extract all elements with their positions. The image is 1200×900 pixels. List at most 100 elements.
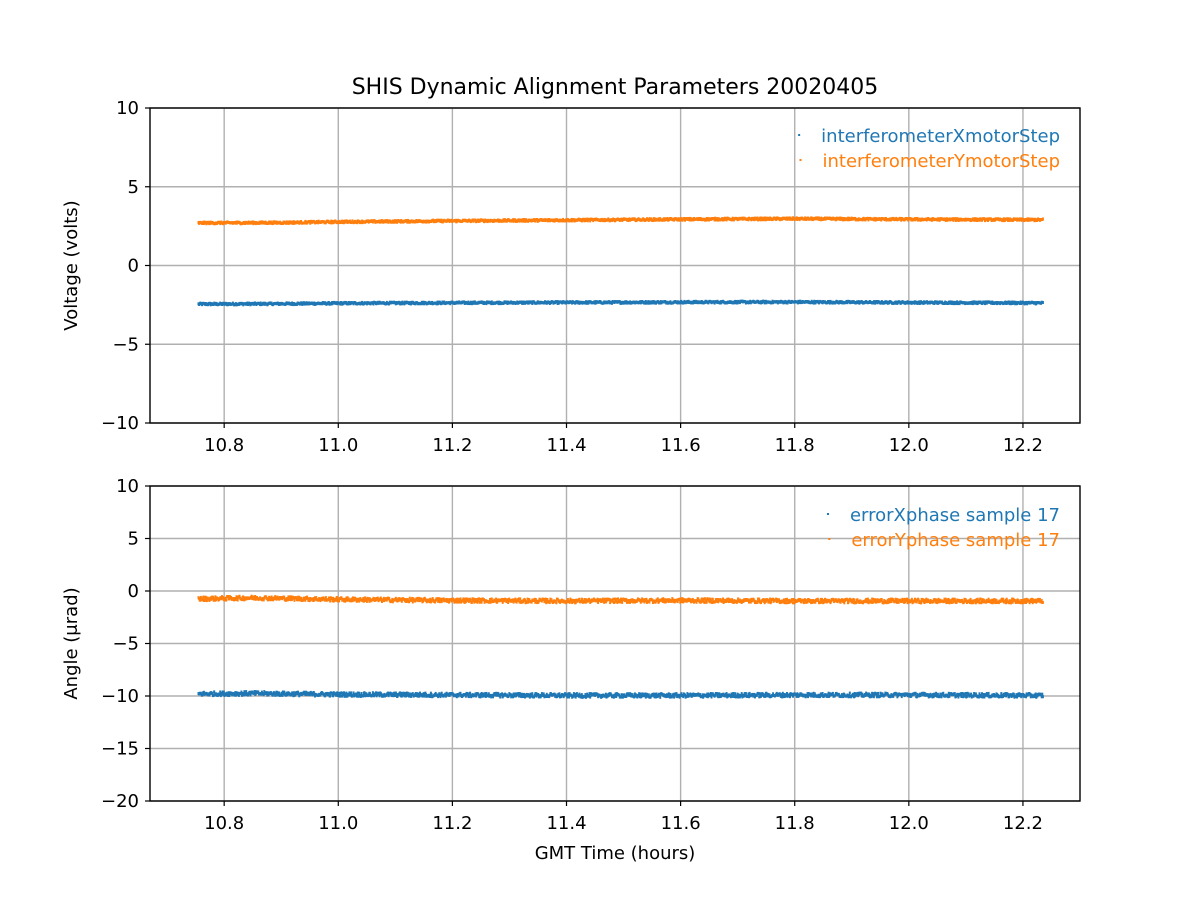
data-point <box>263 690 266 694</box>
data-point <box>895 692 898 696</box>
data-point <box>363 598 366 602</box>
data-point <box>391 597 394 601</box>
data-point <box>479 597 482 601</box>
data-point <box>785 694 788 698</box>
data-point <box>437 599 440 603</box>
data-point <box>375 691 377 695</box>
data-point <box>408 596 411 600</box>
data-point <box>470 600 473 604</box>
data-point <box>574 601 577 605</box>
data-point <box>329 221 332 225</box>
data-point <box>338 599 341 603</box>
data-point <box>481 694 484 698</box>
data-point <box>760 216 762 220</box>
data-point <box>620 693 623 697</box>
data-point <box>601 597 604 601</box>
data-point <box>204 598 207 602</box>
data-point <box>748 691 751 695</box>
data-point <box>633 692 636 696</box>
data-point <box>597 695 600 699</box>
data-point <box>506 598 509 602</box>
data-point <box>744 692 747 695</box>
data-point <box>271 222 274 226</box>
data-point <box>414 692 417 695</box>
data-point <box>329 599 332 603</box>
data-point <box>308 693 311 697</box>
data-point <box>1022 693 1024 696</box>
data-point <box>304 692 307 696</box>
data-point <box>458 598 461 601</box>
data-point <box>566 598 569 601</box>
data-point <box>960 695 963 698</box>
data-point <box>408 600 411 604</box>
data-point <box>574 695 577 699</box>
data-point <box>1006 692 1009 696</box>
data-point <box>436 300 439 304</box>
data-point <box>629 692 632 696</box>
data-point <box>363 691 366 695</box>
data-point <box>393 691 396 695</box>
data-point <box>620 598 623 602</box>
data-point <box>629 600 632 604</box>
data-point <box>243 690 246 694</box>
data-point <box>287 595 290 599</box>
data-point <box>767 692 770 696</box>
data-point <box>633 599 636 602</box>
data-point <box>259 303 262 307</box>
data-point <box>807 695 810 699</box>
data-point <box>357 597 360 601</box>
data-point <box>361 219 364 223</box>
data-point <box>380 598 383 601</box>
data-point <box>437 694 440 697</box>
data-point <box>356 691 359 695</box>
data-point <box>212 595 214 599</box>
data-point <box>416 692 419 696</box>
data-point <box>528 695 531 699</box>
data-point <box>578 597 581 601</box>
data-point <box>710 695 713 699</box>
data-point <box>740 692 743 696</box>
data-point <box>714 693 717 697</box>
data-point <box>580 693 583 697</box>
data-point <box>289 598 292 602</box>
data-point <box>870 695 873 699</box>
data-point <box>686 692 689 696</box>
data-point <box>936 692 939 696</box>
data-point <box>442 597 445 601</box>
data-point <box>633 695 636 699</box>
data-point <box>972 694 975 698</box>
data-point <box>734 692 737 696</box>
data-point <box>210 597 213 601</box>
data-point <box>821 693 823 697</box>
data-point <box>273 597 276 601</box>
data-point <box>680 692 683 696</box>
data-point <box>417 692 420 696</box>
data-point <box>811 694 814 698</box>
data-point <box>827 694 829 698</box>
data-point <box>864 694 867 697</box>
data-point <box>611 301 613 305</box>
data-point <box>871 694 874 698</box>
data-point <box>545 600 548 604</box>
data-point <box>566 695 569 699</box>
data-point <box>260 690 263 694</box>
data-point <box>436 693 439 697</box>
legend-marker <box>798 134 801 136</box>
data-point <box>464 694 467 698</box>
data-point <box>512 695 514 699</box>
data-point <box>973 692 976 695</box>
data-point <box>292 596 295 600</box>
data-point <box>974 692 977 696</box>
data-point <box>621 695 624 699</box>
data-point <box>494 693 497 697</box>
data-point <box>631 693 634 697</box>
data-point <box>344 598 347 602</box>
data-point <box>343 691 345 695</box>
data-point <box>425 598 427 602</box>
data-point <box>528 693 531 697</box>
data-point <box>932 693 935 696</box>
data-point <box>967 692 970 696</box>
data-point <box>380 693 383 697</box>
data-point <box>878 694 881 698</box>
